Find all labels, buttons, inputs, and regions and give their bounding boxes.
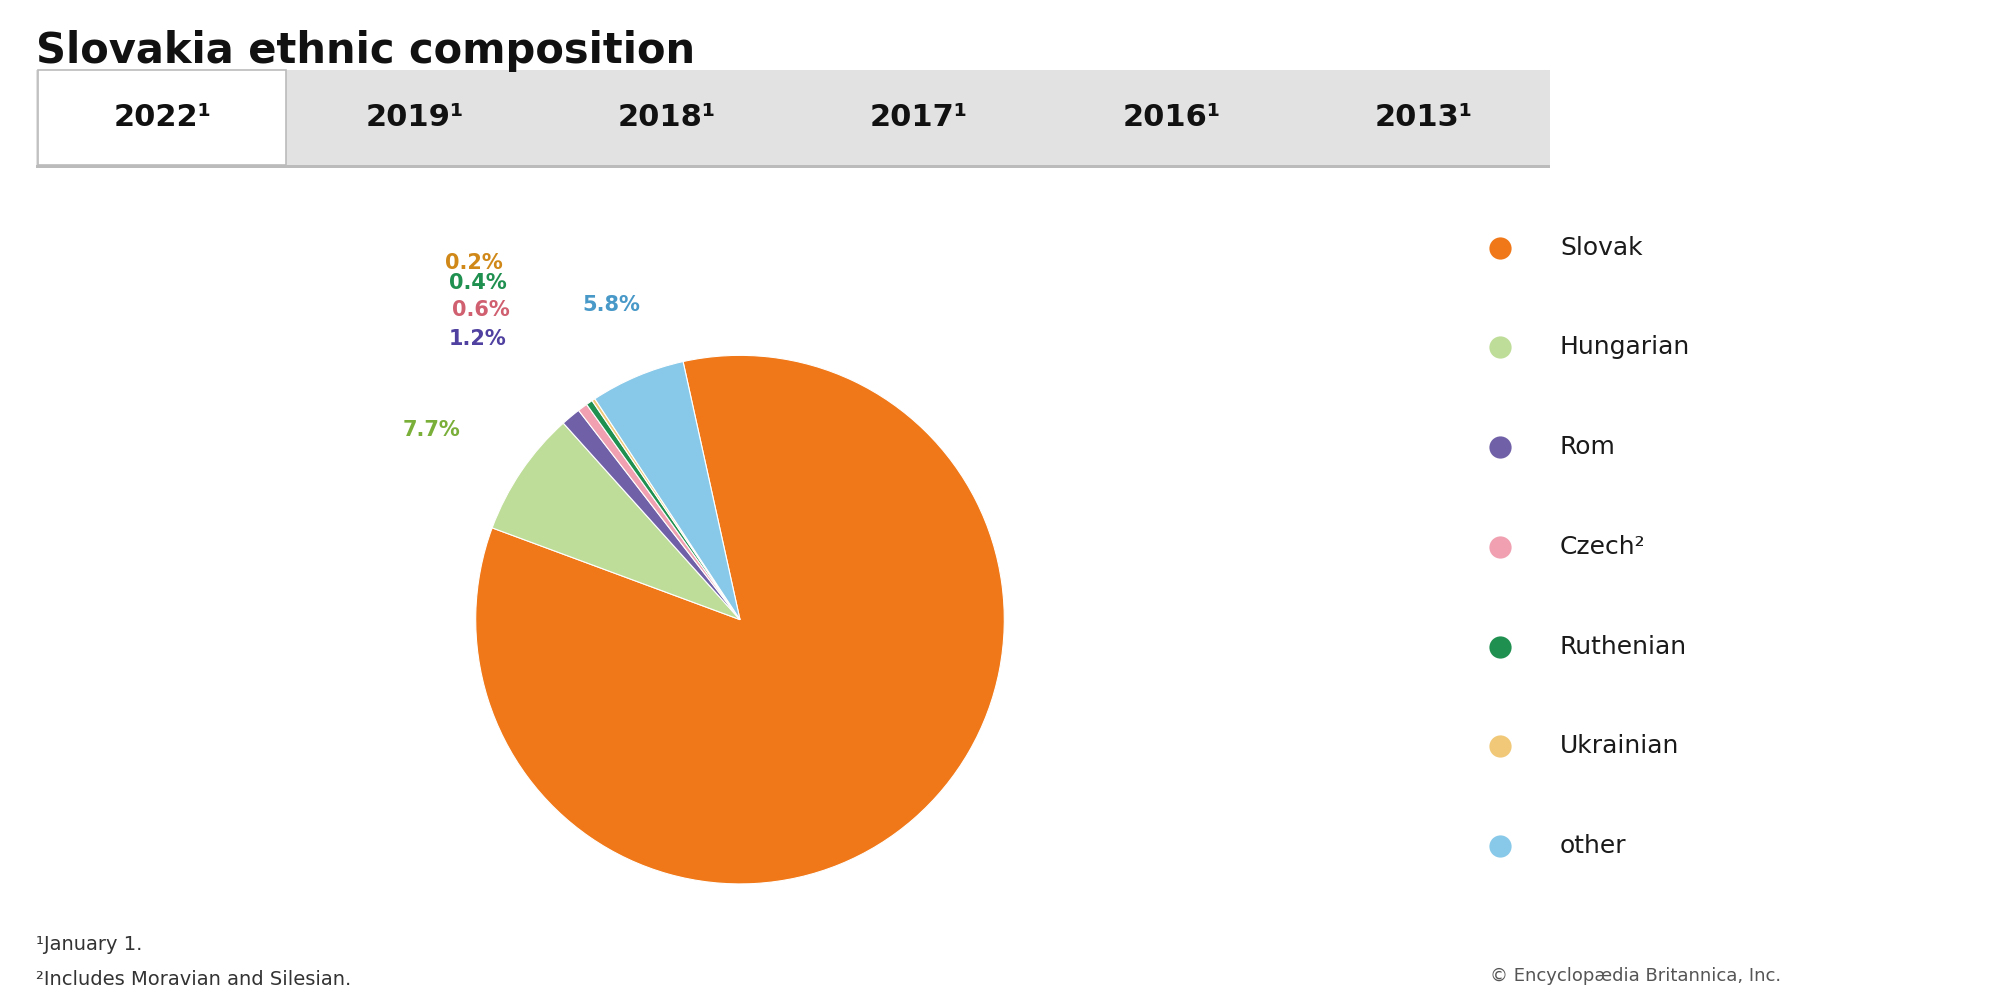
Text: 0.4%: 0.4% (448, 273, 506, 293)
Text: Ukrainian: Ukrainian (1560, 734, 1680, 758)
Text: other: other (1560, 834, 1626, 858)
Text: Rom: Rom (1560, 435, 1616, 459)
Text: 2022¹: 2022¹ (114, 103, 212, 132)
Text: ¹January 1.: ¹January 1. (36, 935, 142, 954)
Text: 0.2%: 0.2% (444, 253, 502, 273)
Text: 2019¹: 2019¹ (366, 103, 464, 132)
Text: Ruthenian: Ruthenian (1560, 635, 1688, 659)
Text: 84.1%: 84.1% (782, 703, 864, 727)
Wedge shape (578, 404, 740, 620)
Wedge shape (586, 401, 740, 620)
Wedge shape (476, 355, 1004, 884)
Wedge shape (594, 362, 740, 620)
Text: 2013¹: 2013¹ (1374, 103, 1472, 132)
Text: 2016¹: 2016¹ (1122, 103, 1220, 132)
Text: 2017¹: 2017¹ (870, 103, 968, 132)
Text: Czech²: Czech² (1560, 535, 1646, 559)
Text: ²Includes Moravian and Silesian.: ²Includes Moravian and Silesian. (36, 970, 352, 989)
Wedge shape (564, 410, 740, 620)
Text: 1.2%: 1.2% (448, 329, 506, 349)
Wedge shape (592, 399, 740, 620)
Text: 0.6%: 0.6% (452, 300, 510, 320)
Text: 5.8%: 5.8% (582, 295, 640, 315)
Text: 2018¹: 2018¹ (618, 103, 716, 132)
Text: Hungarian: Hungarian (1560, 335, 1690, 359)
Text: Slovak: Slovak (1560, 236, 1642, 260)
Text: © Encyclopædia Britannica, Inc.: © Encyclopædia Britannica, Inc. (1490, 967, 1782, 985)
Wedge shape (492, 423, 740, 620)
Text: 7.7%: 7.7% (402, 420, 460, 440)
Text: Slovakia ethnic composition: Slovakia ethnic composition (36, 30, 696, 72)
